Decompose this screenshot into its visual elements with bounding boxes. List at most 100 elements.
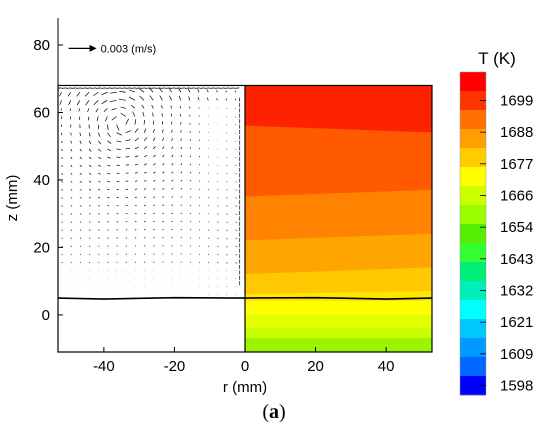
- x-tick-label: 0: [241, 358, 249, 375]
- velocity-vector: [199, 87, 205, 89]
- velocity-vector: [67, 92, 71, 97]
- velocity-vector: [162, 137, 165, 141]
- velocity-vector: [143, 137, 148, 142]
- velocity-vector: [79, 205, 82, 207]
- velocity-vector: [224, 87, 230, 89]
- velocity-vector: [116, 124, 120, 131]
- velocity-vector: [98, 172, 101, 175]
- velocity-vector: [104, 116, 108, 122]
- velocity-vector: [125, 87, 131, 89]
- colorbar-swatch: [460, 167, 486, 187]
- velocity-vector: [225, 98, 227, 101]
- velocity-vector: [180, 204, 183, 206]
- velocity-vector: [171, 154, 174, 158]
- velocity-vector: [61, 164, 63, 167]
- velocity-vector: [189, 155, 192, 158]
- velocity-vector: [134, 180, 138, 182]
- velocity-vector: [217, 253, 219, 256]
- reference-vector: 0.003 (m/s): [68, 43, 156, 55]
- velocity-vector: [86, 87, 92, 89]
- velocity-vector: [180, 212, 183, 214]
- velocity-vector: [134, 172, 138, 174]
- velocity-vector: [171, 171, 174, 174]
- velocity-vector: [139, 88, 145, 93]
- velocity-vector: [171, 204, 174, 206]
- velocity-vector: [70, 213, 73, 215]
- velocity-vector: [189, 204, 192, 206]
- velocity-vector: [143, 196, 147, 198]
- colorbar-tick-label: 1654: [500, 219, 533, 236]
- velocity-vector: [198, 164, 201, 166]
- y-tick-label: 80: [33, 37, 50, 54]
- velocity-vector: [235, 205, 237, 207]
- velocity-vector: [79, 213, 82, 215]
- velocity-vector: [162, 163, 165, 166]
- velocity-vector: [70, 148, 73, 152]
- velocity-vector: [159, 95, 163, 101]
- velocity-vector: [171, 138, 173, 141]
- velocity-vector: [189, 139, 191, 141]
- velocity-vector: [197, 96, 200, 101]
- velocity-vector: [97, 132, 101, 137]
- velocity-vector: [128, 96, 136, 101]
- velocity-vector: [91, 87, 97, 89]
- velocity-vector: [61, 197, 63, 199]
- velocity-vector: [88, 132, 91, 137]
- colorbar-title: T (K): [478, 49, 515, 68]
- velocity-vector: [110, 87, 116, 89]
- velocity-vector: [152, 146, 156, 150]
- colorbar-ticks: 1699 1688 1677 1666 1654 1643 1632 1621 1609 1598: [480, 93, 533, 395]
- velocity-vector: [116, 140, 122, 143]
- velocity-vector: [88, 156, 92, 160]
- velocity-vector: [198, 155, 201, 158]
- velocity-vector: [217, 197, 219, 199]
- velocity-vector: [171, 212, 174, 214]
- velocity-vector: [171, 196, 174, 198]
- velocity-vector: [180, 171, 183, 174]
- velocity-vector: [234, 87, 240, 89]
- velocity-vector: [88, 213, 91, 215]
- temperature-band-2: [245, 125, 432, 198]
- temperature-band-3: [245, 189, 432, 241]
- velocity-vector: [116, 132, 122, 136]
- velocity-vector: [226, 237, 228, 240]
- temperature-band-5: [245, 267, 432, 295]
- colorbar-tick-label: 1643: [500, 251, 533, 268]
- velocity-vector: [158, 87, 163, 93]
- velocity-vector: [151, 104, 154, 109]
- colorbar-tick-label: 1677: [500, 156, 533, 173]
- velocity-vector: [79, 180, 82, 183]
- velocity-vector: [152, 137, 156, 141]
- velocity-vector: [61, 148, 63, 152]
- velocity-vector: [103, 108, 108, 113]
- velocity-vector: [189, 180, 192, 182]
- velocity-vector: [189, 171, 192, 174]
- velocity-vector: [78, 108, 81, 112]
- velocity-vector: [235, 262, 237, 264]
- velocity-vector: [70, 132, 72, 136]
- velocity-vector: [197, 88, 200, 93]
- velocity-vector: [88, 189, 92, 191]
- velocity-vector: [217, 229, 219, 231]
- velocity-vector: [132, 111, 136, 117]
- velocity-vector: [162, 129, 164, 133]
- velocity-vector: [188, 96, 191, 101]
- velocity-vector: [235, 229, 237, 232]
- velocity-vector: [169, 95, 172, 101]
- x-tick-label: 20: [307, 358, 324, 375]
- velocity-vector: [226, 205, 228, 207]
- velocity-vector: [235, 245, 237, 248]
- velocity-vector: [135, 87, 141, 89]
- velocity-vector: [111, 108, 117, 111]
- colorbar-swatch: [460, 319, 486, 339]
- velocity-vector: [204, 87, 210, 89]
- velocity-vector: [206, 89, 209, 93]
- velocity-vector: [145, 87, 151, 89]
- velocity-vector: [180, 146, 183, 150]
- velocity-vector: [153, 179, 156, 182]
- velocity-vector: [153, 163, 156, 166]
- velocity-vector: [69, 108, 72, 112]
- velocity-vector: [70, 156, 73, 160]
- velocity-vector: [134, 163, 139, 166]
- velocity-vector: [226, 197, 228, 199]
